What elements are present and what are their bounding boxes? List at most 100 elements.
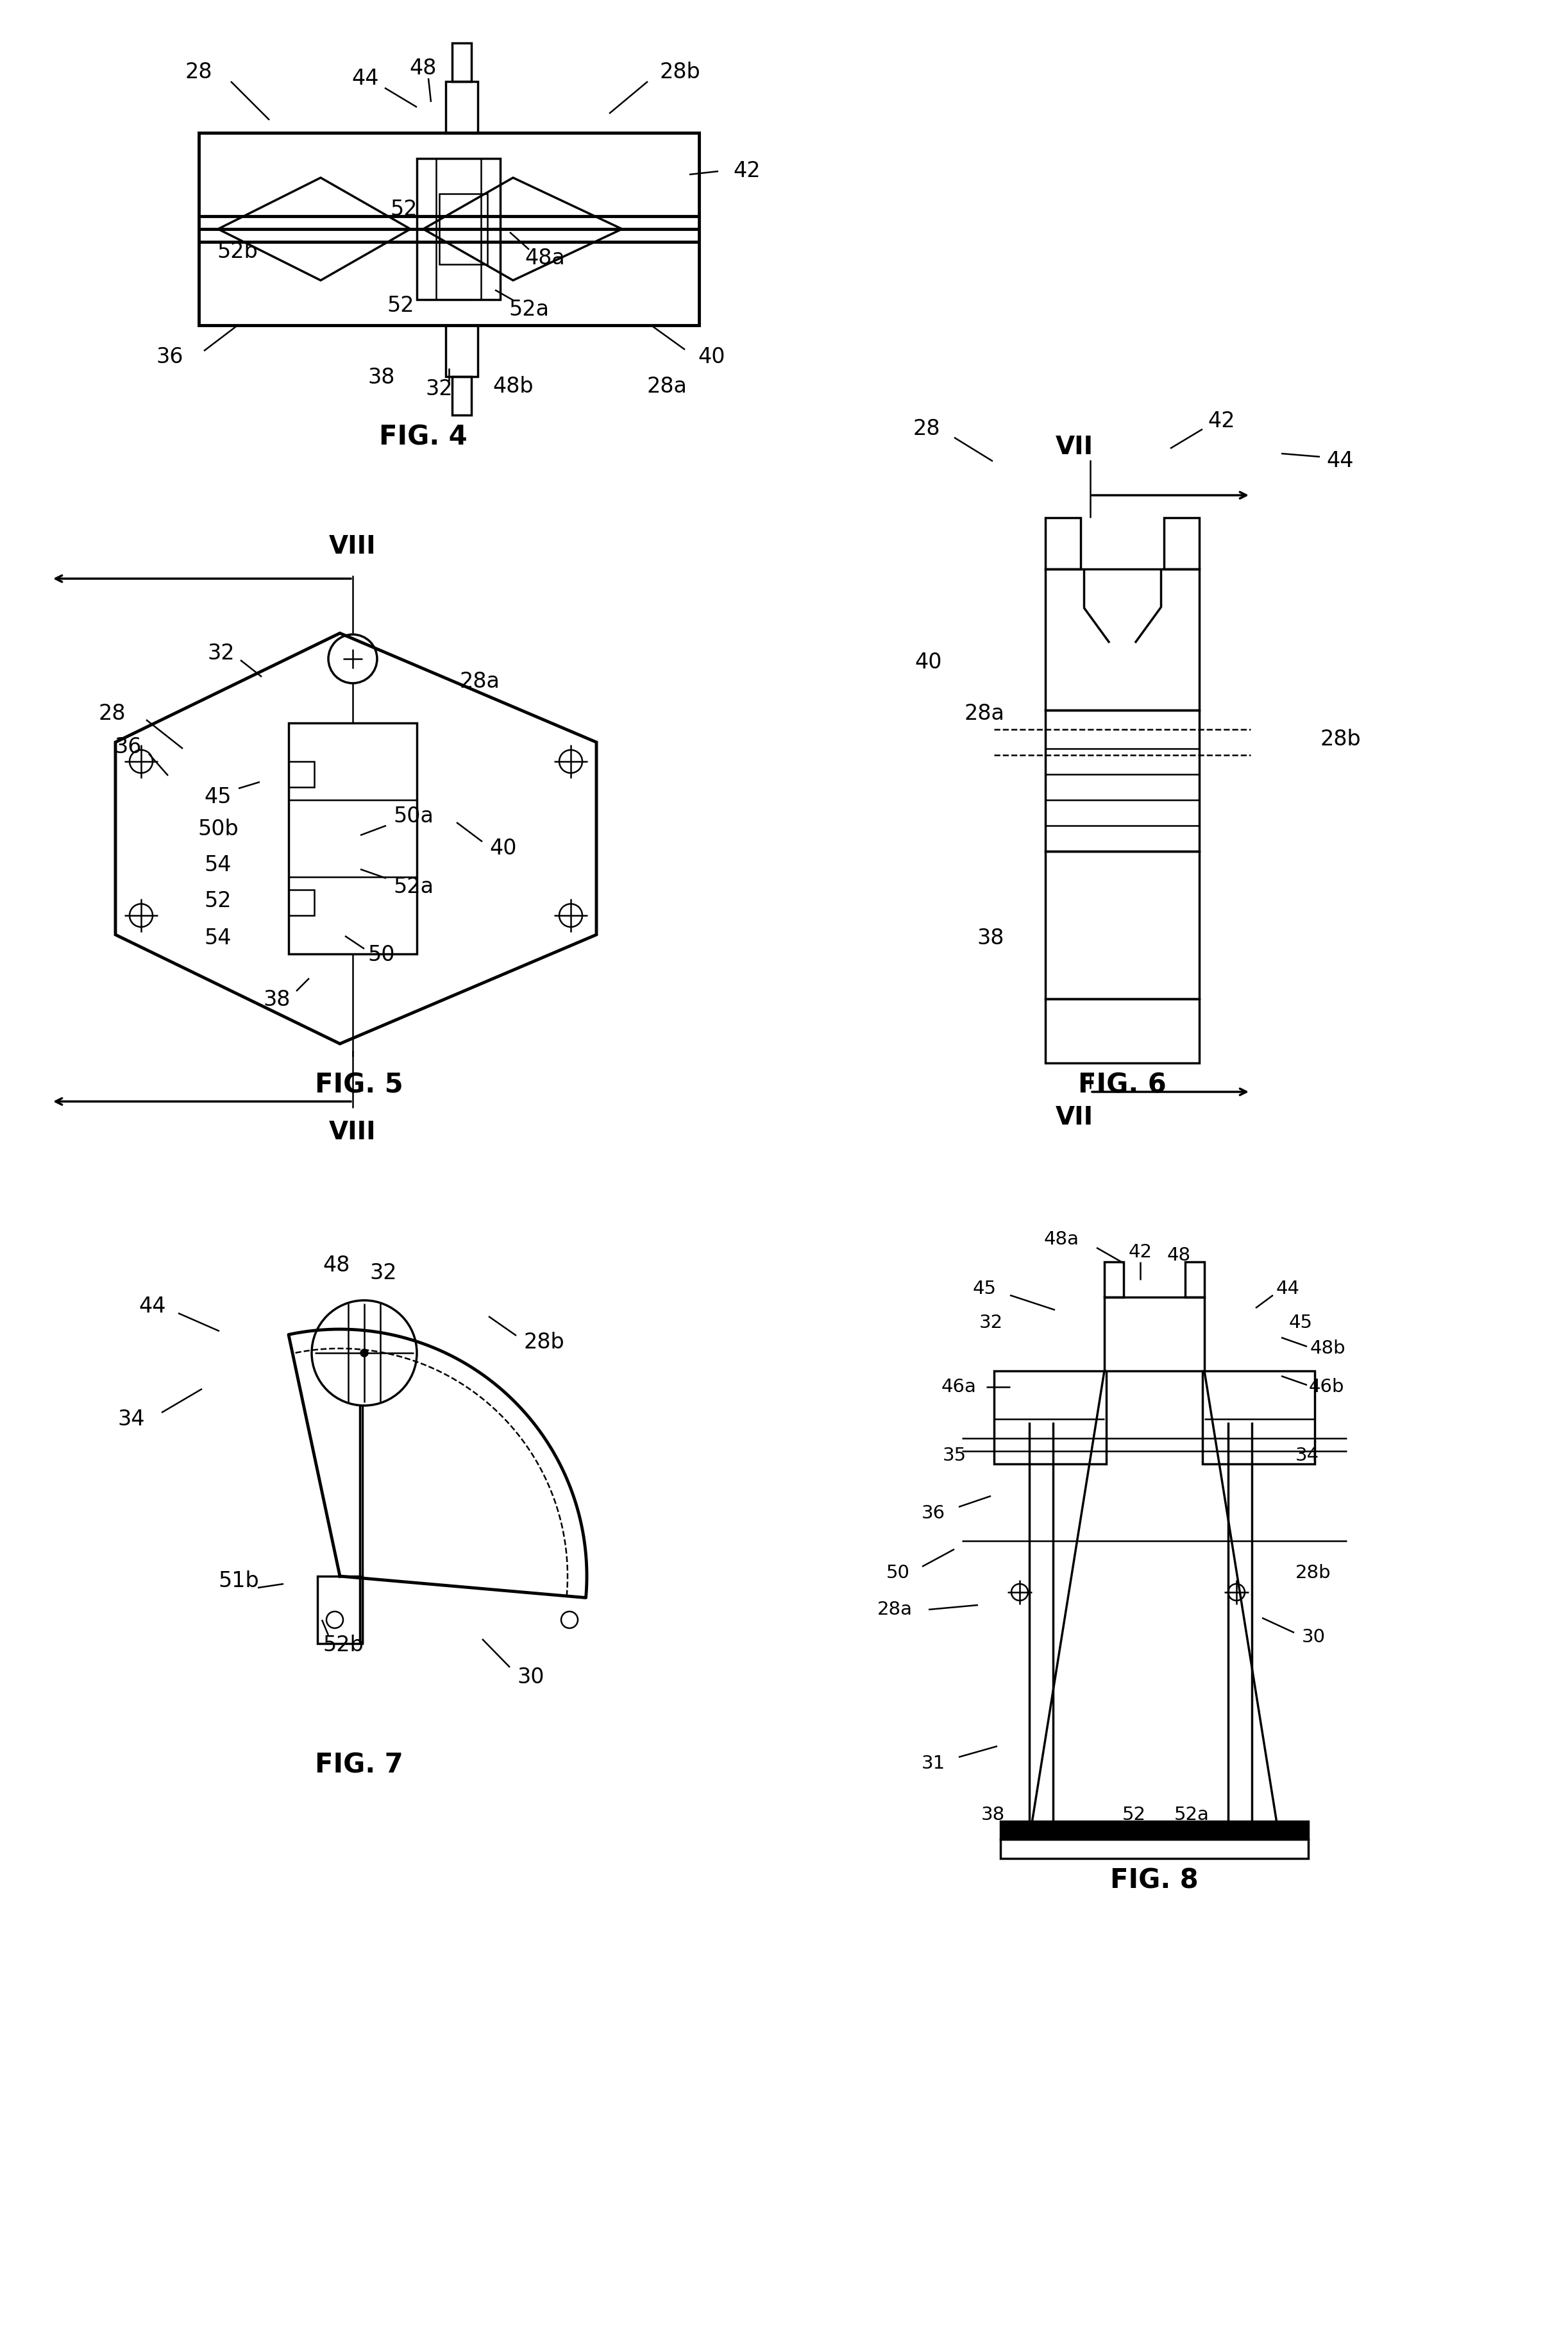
Text: VII: VII xyxy=(1055,434,1093,460)
Bar xyxy=(289,723,417,955)
Text: 34: 34 xyxy=(118,1408,146,1429)
Bar xyxy=(1000,1839,1308,1858)
Bar xyxy=(994,1370,1107,1464)
Text: 50: 50 xyxy=(886,1565,909,1581)
Text: 32: 32 xyxy=(978,1314,1002,1333)
Text: 32: 32 xyxy=(425,378,453,399)
Text: 38: 38 xyxy=(977,927,1005,948)
Text: 28: 28 xyxy=(99,704,125,725)
Text: 28a: 28a xyxy=(877,1600,913,1619)
Bar xyxy=(1000,1820,1308,1839)
Bar xyxy=(417,160,500,300)
Text: 35: 35 xyxy=(942,1447,966,1464)
Text: 28a: 28a xyxy=(648,375,687,396)
Text: 36: 36 xyxy=(922,1504,946,1523)
Text: 46b: 46b xyxy=(1308,1377,1344,1396)
Bar xyxy=(1046,570,1200,711)
Text: 28a: 28a xyxy=(459,671,500,692)
Text: 40: 40 xyxy=(698,347,726,368)
Text: 28b: 28b xyxy=(660,61,701,82)
Text: 28b: 28b xyxy=(1295,1565,1331,1581)
Text: FIG. 5: FIG. 5 xyxy=(315,1072,403,1098)
Bar xyxy=(1104,1297,1204,1370)
Bar xyxy=(1046,518,1080,570)
Bar xyxy=(1163,518,1200,570)
Text: 52b: 52b xyxy=(323,1635,364,1656)
Text: VIII: VIII xyxy=(329,535,376,558)
Text: 54: 54 xyxy=(204,854,232,875)
Text: 38: 38 xyxy=(263,990,290,1011)
Text: 28a: 28a xyxy=(964,704,1005,725)
Bar xyxy=(289,762,314,788)
Text: 52a: 52a xyxy=(1174,1806,1209,1823)
Text: 38: 38 xyxy=(982,1806,1005,1823)
Circle shape xyxy=(361,1349,368,1356)
Text: 40: 40 xyxy=(916,652,942,673)
Text: 52: 52 xyxy=(390,199,417,221)
Text: 45: 45 xyxy=(204,786,232,807)
Text: 48a: 48a xyxy=(525,246,564,267)
Bar xyxy=(1046,852,1200,999)
Text: FIG. 4: FIG. 4 xyxy=(379,425,467,450)
Text: 52: 52 xyxy=(387,296,414,317)
Text: FIG. 7: FIG. 7 xyxy=(315,1752,403,1778)
Text: 40: 40 xyxy=(489,838,517,859)
Text: 36: 36 xyxy=(157,347,183,368)
Text: 28b: 28b xyxy=(1320,730,1361,751)
Text: FIG. 8: FIG. 8 xyxy=(1110,1867,1198,1893)
Text: 48: 48 xyxy=(323,1255,350,1276)
Text: 48: 48 xyxy=(1167,1246,1190,1264)
Text: 30: 30 xyxy=(517,1668,544,1689)
Text: 52a: 52a xyxy=(510,298,549,319)
Text: 52b: 52b xyxy=(216,242,257,263)
Text: VIII: VIII xyxy=(329,1119,376,1145)
Text: 28: 28 xyxy=(185,61,212,82)
Text: VII: VII xyxy=(1055,1105,1093,1131)
Text: 28: 28 xyxy=(913,418,941,439)
Text: 51b: 51b xyxy=(218,1572,259,1593)
Text: 50b: 50b xyxy=(198,819,238,840)
Bar xyxy=(1104,1262,1124,1297)
Text: 42: 42 xyxy=(1207,411,1236,432)
Text: 42: 42 xyxy=(734,160,760,183)
Text: 54: 54 xyxy=(204,927,232,948)
Text: 48b: 48b xyxy=(1309,1340,1345,1358)
Bar xyxy=(1203,1370,1314,1464)
Text: 44: 44 xyxy=(140,1297,166,1318)
Text: 44: 44 xyxy=(351,68,379,89)
Text: 32: 32 xyxy=(370,1262,397,1283)
Text: 50: 50 xyxy=(368,945,395,967)
Text: 52a: 52a xyxy=(394,875,434,896)
Bar xyxy=(445,82,478,134)
Text: FIG. 6: FIG. 6 xyxy=(1079,1072,1167,1098)
Text: 31: 31 xyxy=(920,1755,946,1774)
Text: 52: 52 xyxy=(204,891,232,913)
Text: 32: 32 xyxy=(207,643,235,664)
Text: 48: 48 xyxy=(409,59,437,80)
Bar xyxy=(439,195,488,265)
Text: 42: 42 xyxy=(1129,1243,1152,1262)
Bar xyxy=(1046,999,1200,1063)
Text: 38: 38 xyxy=(368,368,395,389)
Bar xyxy=(199,134,699,326)
Text: 52: 52 xyxy=(1123,1806,1146,1823)
Text: 46a: 46a xyxy=(941,1377,977,1396)
Bar xyxy=(452,42,472,82)
Text: 45: 45 xyxy=(972,1281,996,1297)
Text: 45: 45 xyxy=(1289,1314,1312,1333)
Text: 36: 36 xyxy=(114,737,141,758)
Text: 44: 44 xyxy=(1276,1281,1300,1297)
Text: 48a: 48a xyxy=(1044,1229,1079,1248)
Bar xyxy=(452,378,472,415)
Bar xyxy=(1185,1262,1204,1297)
Bar xyxy=(445,326,478,378)
Text: 28b: 28b xyxy=(524,1333,564,1354)
Bar xyxy=(1046,711,1200,852)
Text: 30: 30 xyxy=(1301,1628,1325,1647)
Bar xyxy=(317,1577,362,1645)
Text: 34: 34 xyxy=(1295,1447,1319,1464)
Text: 50a: 50a xyxy=(394,805,434,826)
Text: 48b: 48b xyxy=(492,375,533,396)
Text: 44: 44 xyxy=(1327,450,1353,472)
Bar xyxy=(289,889,314,915)
